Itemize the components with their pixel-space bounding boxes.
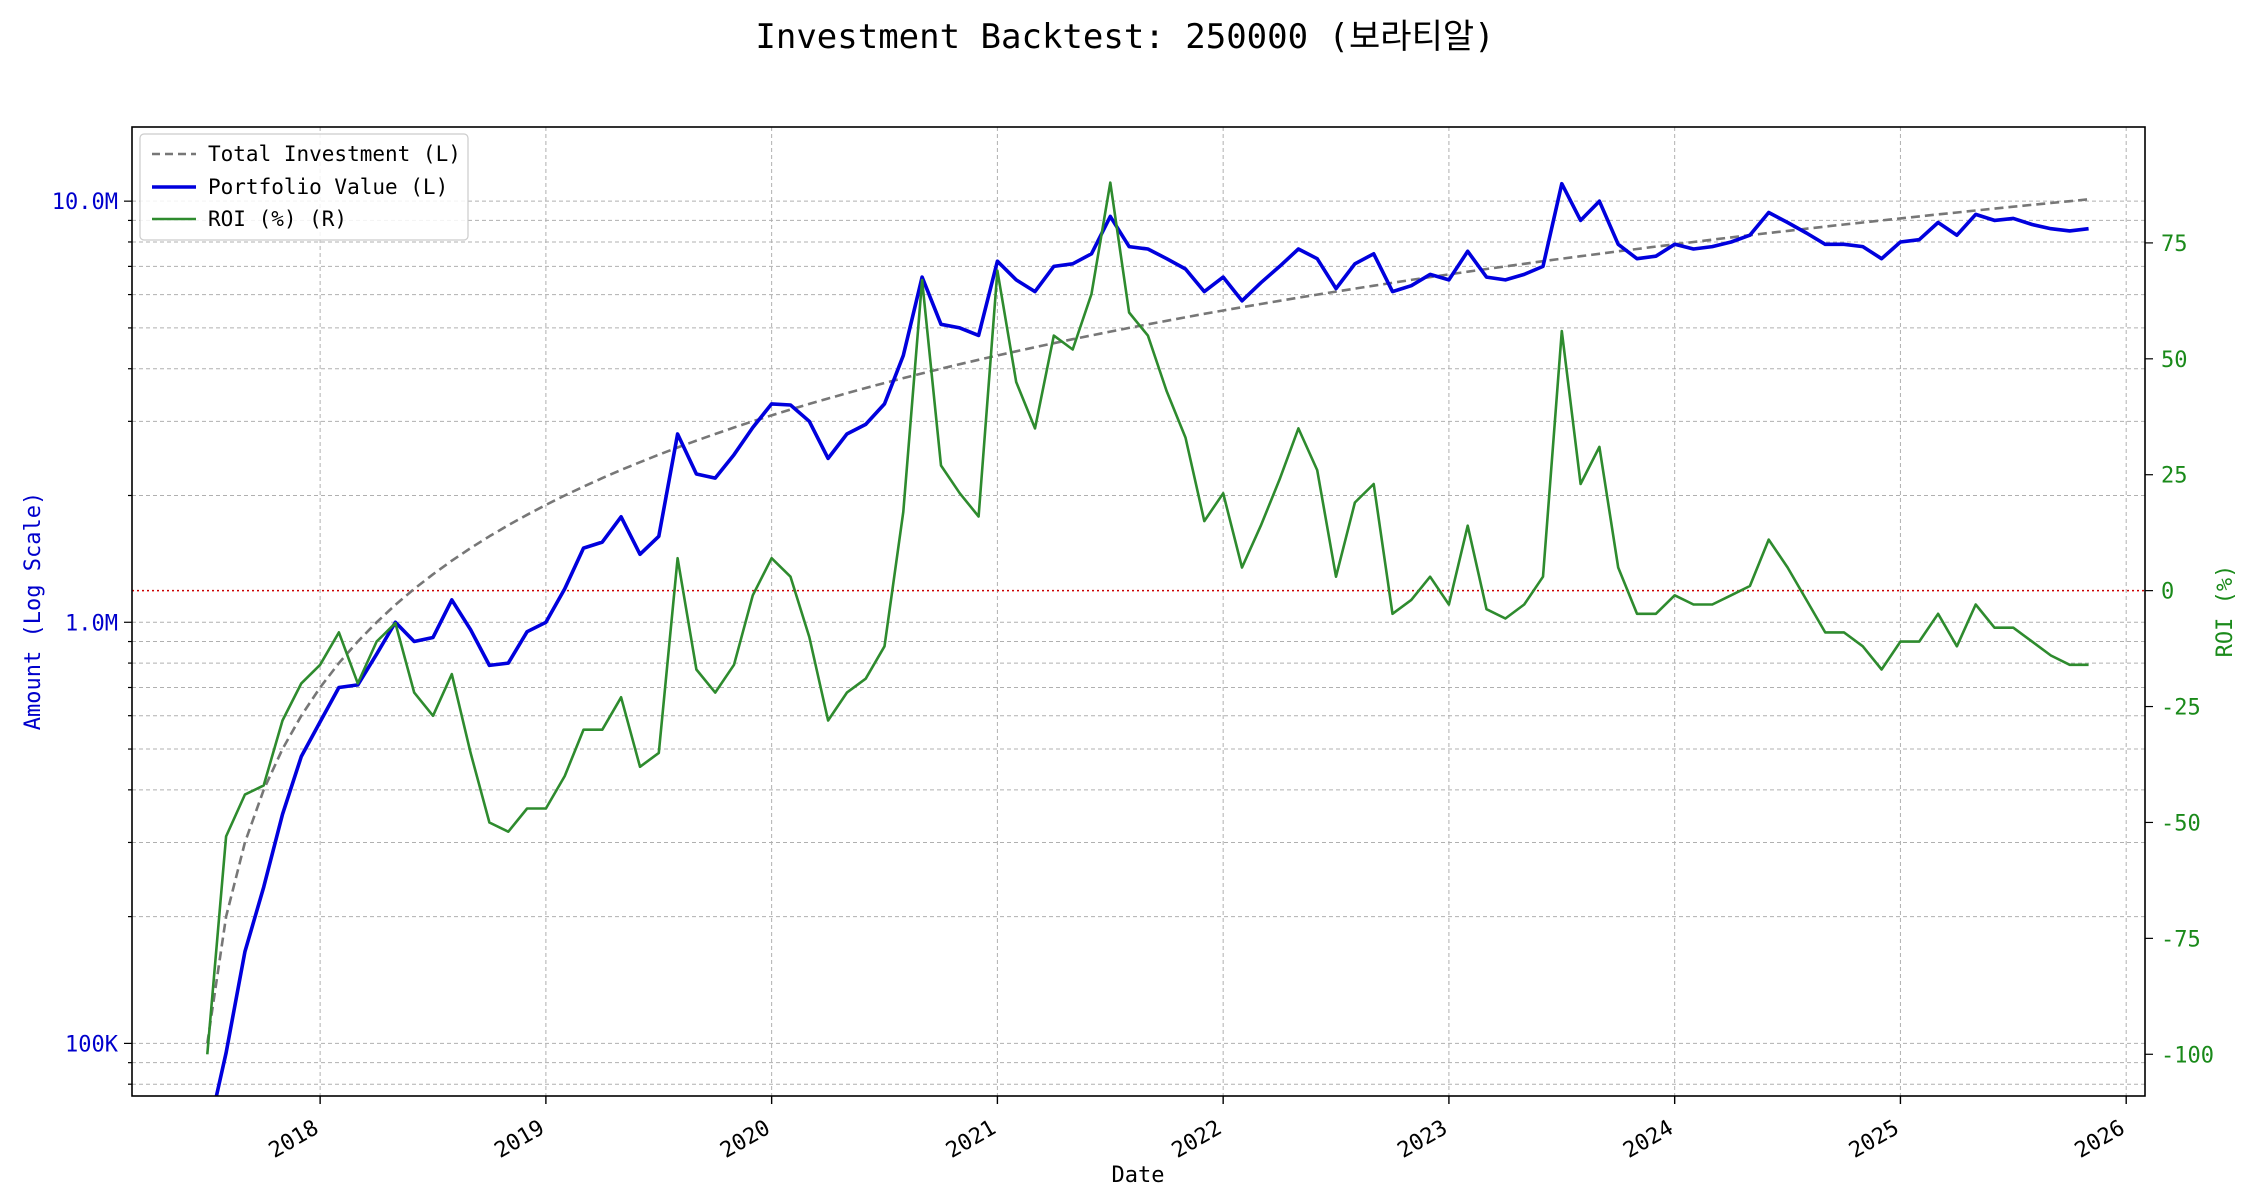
y-right-tick-label: -75 <box>2161 927 2201 952</box>
y-right-tick-label: 75 <box>2161 232 2188 257</box>
x-axis-label: Date <box>1112 1163 1165 1188</box>
y-right-tick-label: 25 <box>2161 464 2188 489</box>
chart-title: Investment Backtest: 250000 (보라티알) <box>755 17 1494 57</box>
legend-label-investment: Total Investment (L) <box>208 142 461 166</box>
y-axis-right-label: ROI (%) <box>2213 565 2238 658</box>
legend-label-roi: ROI (%) (R) <box>208 207 347 231</box>
y-right-tick-label: -25 <box>2161 696 2201 721</box>
y-left-tick-label: 100K <box>65 1032 119 1057</box>
y-right-tick-label: 50 <box>2161 348 2188 373</box>
y-right-tick-label: -100 <box>2161 1043 2214 1068</box>
grid-lines <box>132 127 2145 1096</box>
y-left-tick-label: 1.0M <box>65 611 118 636</box>
roi-line <box>206 181 2089 1055</box>
y-right-tick-label: 0 <box>2161 580 2174 605</box>
series-group <box>132 181 2145 1096</box>
legend-label-portfolio: Portfolio Value (L) <box>208 175 448 199</box>
y-left-tick-label: 10.0M <box>52 190 118 215</box>
legend-box <box>139 133 469 241</box>
y-axis-left-label: Amount (Log Scale) <box>21 492 46 730</box>
portfolio-value-line <box>214 181 2089 1096</box>
plot-frame <box>131 126 2146 1097</box>
legend: Total Investment (L) Portfolio Value (L)… <box>139 133 469 241</box>
y-right-tick-label: -50 <box>2161 811 2201 836</box>
total-investment-line <box>206 198 2089 1044</box>
